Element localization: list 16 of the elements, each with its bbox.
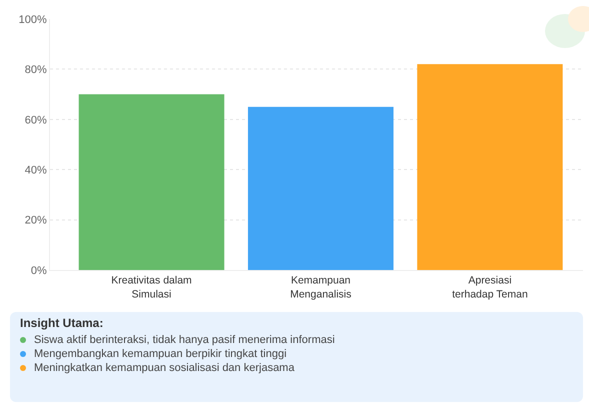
- bar: [78, 94, 224, 270]
- text: Siswa aktif berinteraksi, tidak hanya pasif menerima informasi: [34, 333, 335, 347]
- y-tick-label: 80%: [24, 64, 48, 76]
- bar: [417, 64, 563, 270]
- y-tick-label: 0%: [30, 264, 48, 277]
- y-tick-label: 20%: [24, 214, 48, 227]
- y-tick-label: 40%: [24, 164, 48, 176]
- bar: [248, 106, 394, 270]
- text: Insight Utama:: [20, 316, 104, 330]
- y-tick-label: 100%: [18, 14, 48, 26]
- text: Meningkatkan kemampuan sosialisasi dan kerjasama: [34, 361, 294, 375]
- x-tick-label: Kreativitas dalam Simulasi: [111, 274, 192, 300]
- text: Mengembangkan kemampuan berpikir tingkat tinggi: [34, 347, 287, 361]
- y-tick-label: 60%: [24, 114, 48, 126]
- x-tick-label: Apresiasi terhadap Teman: [452, 274, 528, 300]
- x-tick-label: Kemampuan Menganalisis: [290, 274, 352, 300]
